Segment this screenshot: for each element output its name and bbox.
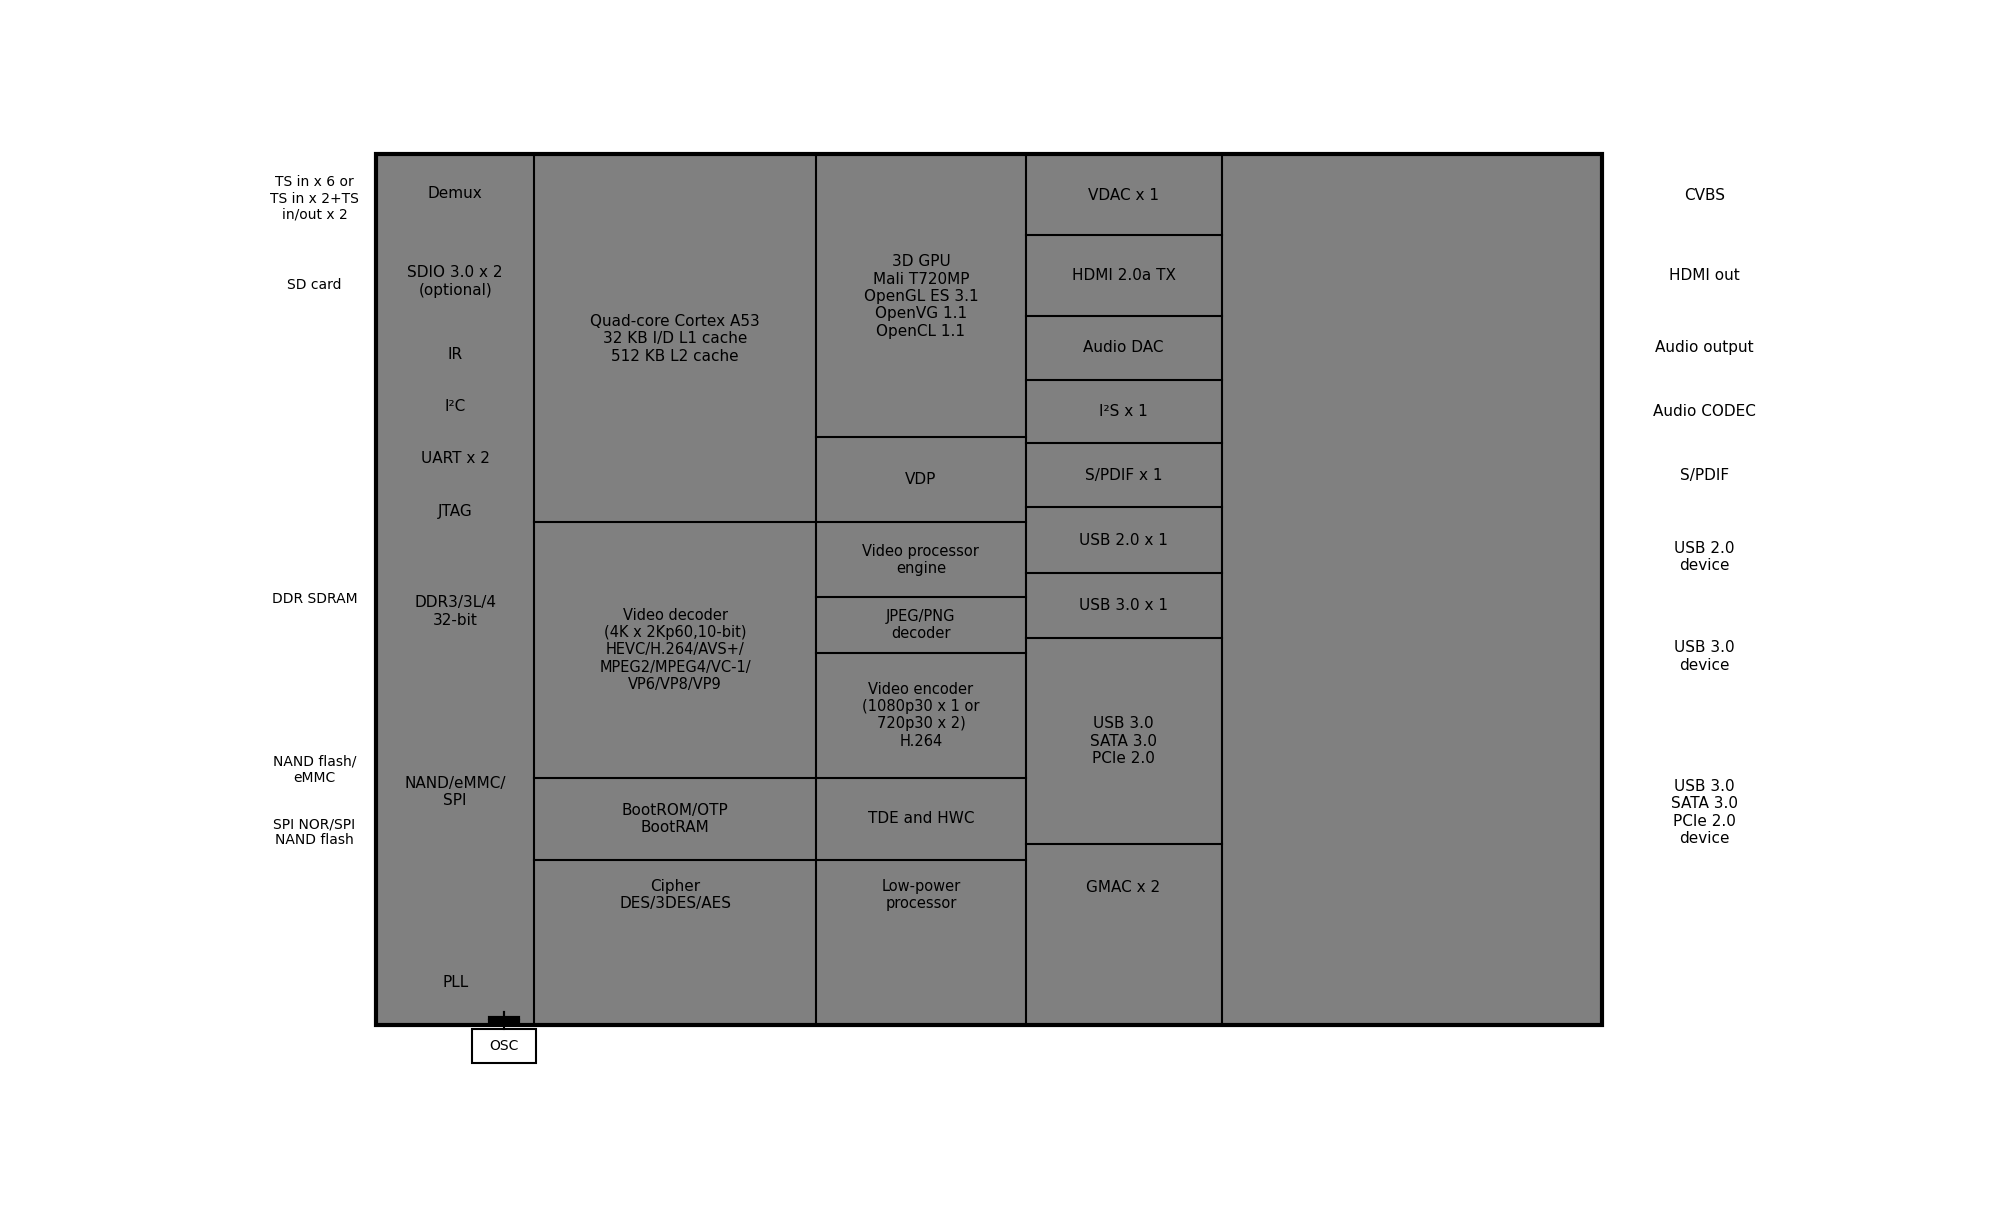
Text: Audio DAC: Audio DAC [1083,340,1163,355]
Text: NAND/eMMC/
SPI: NAND/eMMC/ SPI [404,777,505,808]
Text: VDP: VDP [905,473,937,487]
Text: OSC: OSC [490,1040,519,1053]
Bar [376,154,1602,1025]
Text: TDE and HWC: TDE and HWC [867,812,975,826]
Text: JPEG/PNG
decoder: JPEG/PNG decoder [887,609,955,642]
Text: Video processor
engine: Video processor engine [863,544,979,576]
Text: CVBS: CVBS [1684,188,1724,203]
Text: S/PDIF x 1: S/PDIF x 1 [1085,468,1163,482]
Text: Low-power
processor: Low-power processor [881,879,961,912]
Text: VDAC x 1: VDAC x 1 [1089,188,1159,203]
Text: 3D GPU
Mali T720MP
OpenGL ES 3.1
OpenVG 1.1
OpenCL 1.1: 3D GPU Mali T720MP OpenGL ES 3.1 OpenVG … [863,254,979,339]
Text: HDMI 2.0a TX: HDMI 2.0a TX [1071,268,1175,282]
Text: I²C: I²C [444,399,466,414]
Text: DDR SDRAM: DDR SDRAM [272,592,358,607]
Text: SDIO 3.0 x 2
(optional): SDIO 3.0 x 2 (optional) [408,265,503,298]
Text: Cipher
DES/3DES/AES: Cipher DES/3DES/AES [619,879,731,912]
Text: HDMI out: HDMI out [1668,268,1740,282]
Text: Video decoder
(4K x 2Kp60,10-bit)
HEVC/H.264/AVS+/
MPEG2/MPEG4/VC-1/
VP6/VP8/VP9: Video decoder (4K x 2Kp60,10-bit) HEVC/H… [599,608,751,692]
Text: Demux: Demux [428,186,482,201]
Text: S/PDIF: S/PDIF [1680,468,1728,482]
Text: Quad-core Cortex A53
32 KB I/D L1 cache
512 KB L2 cache: Quad-core Cortex A53 32 KB I/D L1 cache … [589,314,759,364]
Text: BootROM/OTP
BootRAM: BootROM/OTP BootRAM [621,803,729,835]
Text: USB 2.0 x 1: USB 2.0 x 1 [1079,533,1169,548]
Bar [472,1029,535,1064]
Text: SD card: SD card [288,277,342,292]
Text: SPI NOR/SPI
NAND flash: SPI NOR/SPI NAND flash [274,818,356,848]
Text: TS in x 6 or
TS in x 2+TS
in/out x 2: TS in x 6 or TS in x 2+TS in/out x 2 [270,175,360,222]
Text: UART x 2: UART x 2 [422,451,490,467]
Text: GMAC x 2: GMAC x 2 [1087,879,1161,895]
Text: NAND flash/
eMMC: NAND flash/ eMMC [274,755,356,785]
Text: I²S x 1: I²S x 1 [1099,404,1149,418]
Text: PLL: PLL [442,974,468,990]
Text: USB 3.0
device: USB 3.0 device [1674,640,1734,673]
Text: USB 3.0
SATA 3.0
PCIe 2.0
device: USB 3.0 SATA 3.0 PCIe 2.0 device [1670,779,1738,845]
Text: IR: IR [448,346,464,362]
Text: Audio CODEC: Audio CODEC [1652,404,1756,418]
Text: USB 2.0
device: USB 2.0 device [1674,540,1734,573]
Text: JTAG: JTAG [438,504,472,519]
Text: USB 3.0
SATA 3.0
PCIe 2.0: USB 3.0 SATA 3.0 PCIe 2.0 [1091,716,1157,766]
Text: DDR3/3L/4
32-bit: DDR3/3L/4 32-bit [414,595,496,627]
Text: Audio output: Audio output [1654,340,1754,355]
Text: USB 3.0 x 1: USB 3.0 x 1 [1079,598,1169,613]
Text: Video encoder
(1080p30 x 1 or
720p30 x 2)
H.264: Video encoder (1080p30 x 1 or 720p30 x 2… [863,681,979,749]
